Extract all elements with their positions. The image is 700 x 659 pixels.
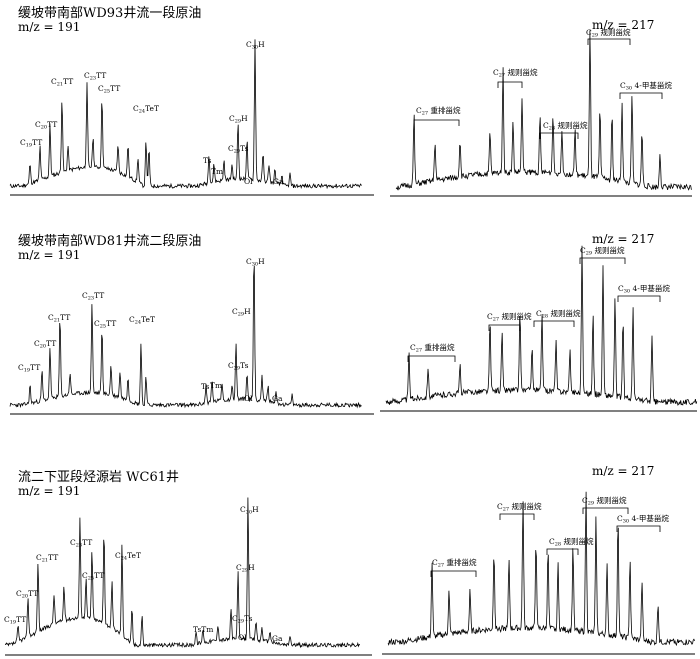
- sterane-bracket: [488, 324, 521, 331]
- panel-2-mz: m/z = 217: [592, 18, 655, 32]
- peak-label: C25TT: [94, 319, 116, 330]
- sterane-label: C30 4-甲基甾烷: [617, 513, 669, 525]
- peak-label: C29H: [236, 563, 255, 574]
- sterane-bracket: [617, 295, 661, 302]
- peak-label: C21TT: [51, 77, 73, 88]
- sterane-bracket: [582, 507, 629, 514]
- sterane-bracket: [497, 81, 523, 88]
- panel-1-trace: [9, 39, 362, 190]
- peak-label: Ts: [201, 382, 209, 391]
- peak-label: C21TT: [48, 313, 70, 324]
- peak-label: Ga: [272, 394, 283, 403]
- peak-label: C30H: [246, 257, 265, 268]
- sterane-label: C27 规则甾烷: [497, 501, 542, 513]
- panel-3-trace: [9, 265, 362, 409]
- peak-label: C21TT: [36, 553, 58, 564]
- sterane-bracket: [413, 119, 460, 126]
- sterane-bracket: [539, 132, 579, 139]
- sterane-label: C30 4-甲基甾烷: [620, 80, 672, 92]
- panel-6-mz: m/z = 217: [592, 464, 655, 478]
- panel-3-mz: m/z = 191: [18, 248, 81, 262]
- peak-label: C29Ts: [232, 614, 253, 625]
- peak-label: C19TT: [20, 138, 42, 149]
- panel-3-title: 缓坡带南部WD81井流二段原油: [18, 234, 202, 249]
- sterane-bracket: [533, 320, 575, 327]
- sterane-label: C29 规则甾烷: [586, 27, 631, 39]
- panel-5-mz: m/z = 191: [18, 484, 81, 498]
- sterane-label: C27 重排甾烷: [410, 342, 455, 354]
- sterane-label: C28 规则甾烷: [536, 308, 581, 320]
- peak-label: TsTm: [193, 625, 213, 634]
- peak-label: Ga: [272, 634, 283, 643]
- sterane-label: C29 规则甾烷: [582, 495, 627, 507]
- peak-label: C25TT: [82, 571, 104, 582]
- peak-label: C29Ts: [228, 361, 249, 372]
- peak-label: Ga: [273, 177, 284, 186]
- sterane-label: C29 规则甾烷: [580, 245, 625, 257]
- panel-2-trace: [395, 30, 692, 191]
- peak-label: C20TT: [35, 120, 57, 131]
- sterane-label: C27 重排甾烷: [432, 557, 477, 569]
- peak-label: C20TT: [34, 339, 56, 350]
- peak-label: C23TT: [84, 71, 106, 82]
- peak-label: C20TT: [16, 589, 38, 600]
- panel-5-title: 流二下亚段烃源岩 WC61井: [18, 470, 179, 485]
- sterane-bracket: [579, 257, 626, 264]
- sterane-bracket: [407, 355, 456, 362]
- peak-label: C24TeT: [129, 315, 155, 326]
- peak-label: C23TT: [82, 291, 104, 302]
- sterane-bracket: [619, 92, 663, 99]
- peak-label: C19TT: [4, 615, 26, 626]
- peak-label: C24TeT: [115, 551, 141, 562]
- peak-label: Ol: [238, 633, 247, 642]
- sterane-label: C27 重排甾烷: [416, 105, 461, 117]
- sterane-label: C28 规则甾烷: [543, 120, 588, 132]
- panel-4-mz: m/z = 217: [592, 232, 655, 246]
- peak-label: C25TT: [98, 84, 120, 95]
- panel-6-trace: [387, 491, 695, 647]
- sterane-label: C27 规则甾烷: [493, 67, 538, 79]
- peak-label: Ol: [244, 177, 253, 186]
- sterane-label: C28 规则甾烷: [549, 536, 594, 548]
- peak-label: Tm: [210, 381, 222, 390]
- sterane-bracket: [546, 548, 579, 555]
- peak-label: Ts: [203, 156, 211, 165]
- peak-label: C19TT: [18, 363, 40, 374]
- peak-label: Tm: [211, 167, 223, 176]
- sterane-bracket: [430, 570, 477, 577]
- panel-1-title: 缓坡带南部WD93井流一段原油: [18, 6, 202, 21]
- peak-label: C23TT: [70, 538, 92, 549]
- sterane-label: C27 规则甾烷: [487, 311, 532, 323]
- peak-label: C30H: [240, 505, 259, 516]
- sterane-bracket: [616, 525, 661, 532]
- peak-label: C24TeT: [133, 104, 159, 115]
- peak-label: C29H: [232, 307, 251, 318]
- sterane-bracket: [587, 38, 631, 45]
- peak-label: C29Ts: [228, 144, 249, 155]
- peak-label: C30H: [246, 40, 265, 51]
- peak-label: Ol: [244, 394, 253, 403]
- sterane-label: C30 4-甲基甾烷: [618, 283, 670, 295]
- peak-label: C29H: [229, 114, 248, 125]
- panel-4-trace: [385, 245, 698, 406]
- sterane-bracket: [499, 513, 535, 520]
- panel-5-trace: [4, 497, 361, 649]
- panel-1-mz: m/z = 191: [18, 20, 81, 34]
